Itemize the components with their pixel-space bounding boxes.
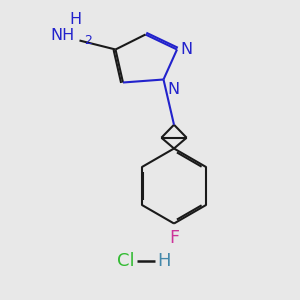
Text: Cl: Cl bbox=[117, 252, 135, 270]
Text: N: N bbox=[180, 42, 192, 57]
Text: NH: NH bbox=[51, 28, 75, 44]
Text: F: F bbox=[169, 229, 179, 247]
Text: 2: 2 bbox=[85, 34, 92, 47]
Text: H: H bbox=[158, 252, 171, 270]
Text: H: H bbox=[69, 12, 81, 27]
Text: N: N bbox=[167, 82, 179, 98]
